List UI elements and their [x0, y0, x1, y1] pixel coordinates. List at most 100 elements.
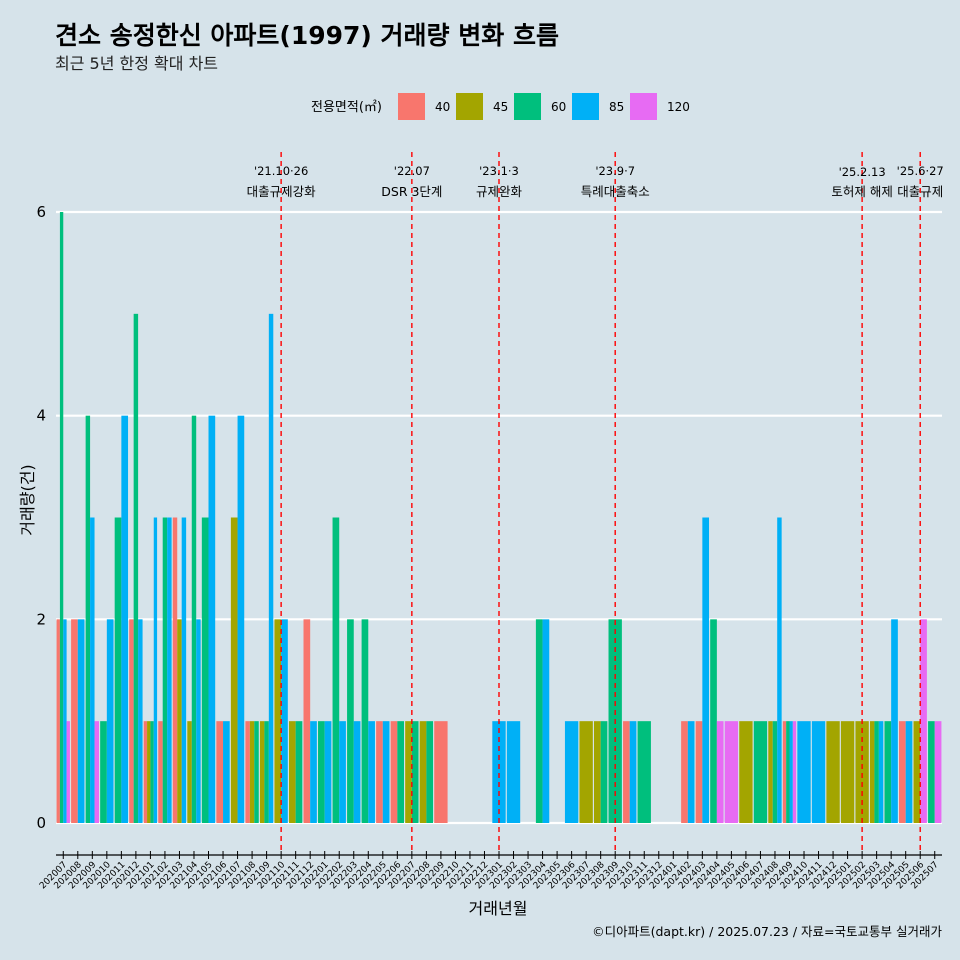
- bar-202505-40: [899, 721, 906, 823]
- bar-202008-40: [71, 619, 78, 823]
- bar-202206-60: [397, 721, 405, 823]
- bar-202007-85: [63, 619, 67, 823]
- bar-202501-45: [840, 721, 855, 823]
- bar-202505-85: [905, 721, 913, 823]
- bar-202009-60: [85, 415, 91, 823]
- event-markers: '21.10·26 대출규제강화 '22.07 DSR 3단계 '23.1·3 규제완화 '…: [247, 152, 944, 852]
- bar-202310-40: [623, 721, 630, 823]
- bar-202409-120: [792, 721, 797, 823]
- bar-202506-45: [913, 721, 921, 823]
- bar-202012-85: [138, 619, 143, 823]
- bar-202408-60: [772, 721, 778, 823]
- bar-202201-60: [318, 721, 325, 823]
- bar-202209-40: [434, 721, 448, 823]
- bar-202308-45: [593, 721, 601, 823]
- bar-202206-40: [390, 721, 398, 823]
- bar-202402-85: [687, 721, 695, 823]
- bar-202109-45: [259, 721, 265, 823]
- bar-202102-60: [162, 517, 168, 823]
- bar-202101-85: [153, 517, 158, 823]
- event-name-label: 규제완화: [476, 184, 523, 199]
- bar-202010-85: [106, 619, 114, 823]
- bar-202506-120: [920, 619, 927, 823]
- chart-subtitle: 최근 5년 한정 확대 차트: [55, 54, 218, 73]
- event-name-label: 대출규제강화: [247, 184, 317, 199]
- bar-202207-60: [411, 721, 419, 823]
- bar-202106-40: [216, 721, 224, 823]
- x-axis: 2020072020082020092020102020112020122021…: [38, 851, 942, 891]
- bar-202107-85: [237, 415, 245, 823]
- legend-label-60: 60: [551, 100, 566, 114]
- bar-202204-85: [368, 721, 375, 823]
- bar-202504-85: [891, 619, 898, 823]
- bar-202008-85: [77, 619, 85, 823]
- event-date-label: '25.2.13: [839, 165, 886, 179]
- bar-202507-60: [928, 721, 935, 823]
- chart-title: 견소 송정한신 아파트(1997) 거래량 변화 흐름: [55, 21, 559, 50]
- bar-202110-45: [274, 619, 282, 823]
- bar-202406-45: [739, 721, 753, 823]
- bar-202409-85: [789, 721, 793, 823]
- event-name-label: 특례대출축소: [581, 184, 650, 199]
- y-tick-label: 2: [36, 610, 46, 628]
- bar-202110-85: [281, 619, 288, 823]
- bar-202010-60: [100, 721, 107, 823]
- bar-202412-45: [826, 721, 840, 823]
- event-name-label: 대출규제: [897, 184, 943, 199]
- bar-202301-85: [492, 721, 506, 823]
- bar-202007-40: [56, 619, 60, 823]
- event-date-label: '23.9·7: [595, 164, 635, 178]
- bar-202408-45: [768, 721, 773, 823]
- bar-202111-60: [295, 721, 303, 823]
- legend-label-45: 45: [493, 100, 508, 114]
- bar-202109-60: [264, 721, 269, 823]
- bar-202102-40: [158, 721, 163, 823]
- bar-202011-85: [121, 415, 129, 823]
- bar-202507-120: [934, 721, 942, 823]
- event-date-label: '21.10·26: [254, 164, 308, 178]
- bar-202502-45: [855, 721, 869, 823]
- legend-label-40: 40: [435, 100, 450, 114]
- bar-202402-40: [681, 721, 688, 823]
- bar-202111-45: [288, 721, 296, 823]
- bar-202308-60: [600, 721, 608, 823]
- legend-swatch-60: [514, 93, 541, 120]
- bar-202109-85: [268, 313, 274, 823]
- bar-202112-40: [303, 619, 311, 823]
- bar-202202-60: [332, 517, 340, 823]
- bar-202102-85: [167, 517, 172, 823]
- bar-202107-45: [230, 517, 238, 823]
- bar-202104-60: [191, 415, 197, 823]
- bar-202307-45: [579, 721, 593, 823]
- y-tick-label: 6: [36, 203, 46, 221]
- bar-202310-85: [629, 721, 637, 823]
- legend-swatch-45: [456, 93, 483, 120]
- y-axis-title: 거래량(건): [18, 464, 37, 535]
- caption: ©디아파트(dapt.kr) / 2025.07.23 / 자료=국토교통부 실…: [592, 924, 942, 939]
- bar-202108-40: [245, 721, 250, 823]
- bar-202407-60: [753, 721, 768, 823]
- bar-202108-45: [249, 721, 255, 823]
- bar-202404-120: [716, 721, 724, 823]
- bar-202302-85: [506, 721, 521, 823]
- bar-202011-60: [114, 517, 122, 823]
- bar-202007-60: [59, 212, 64, 823]
- event-name-label: 토허제 해제: [831, 184, 892, 199]
- bar-202105-85: [208, 415, 216, 823]
- bar-202304-60: [535, 619, 543, 823]
- bar-202202-85: [339, 721, 346, 823]
- bar-202208-60: [426, 721, 434, 823]
- legend-label-120: 120: [667, 100, 690, 114]
- bar-202408-85: [777, 517, 782, 823]
- y-tick-label: 0: [36, 814, 46, 832]
- bar-202112-85: [310, 721, 317, 823]
- bar-202203-85: [353, 721, 361, 823]
- bar-202207-45: [405, 721, 412, 823]
- bar-202311-60: [637, 721, 651, 823]
- bar-202503-85: [878, 721, 884, 823]
- bar-202101-45: [147, 721, 151, 823]
- bar-202404-60: [710, 619, 717, 823]
- bar-202503-45: [869, 721, 875, 823]
- bar-202108-60: [254, 721, 259, 823]
